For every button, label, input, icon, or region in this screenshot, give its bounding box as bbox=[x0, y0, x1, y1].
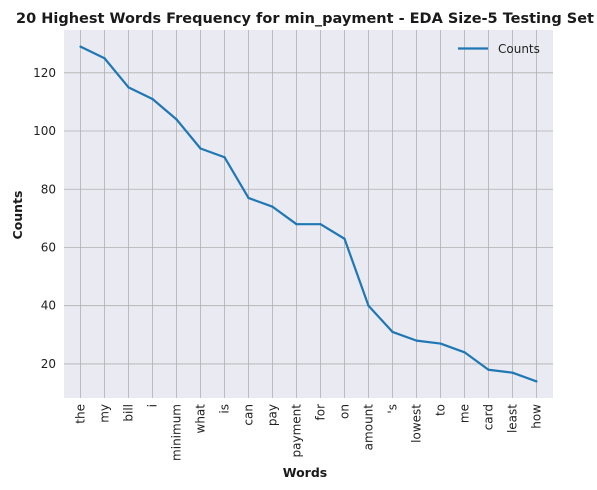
data-point-19 bbox=[535, 380, 538, 383]
x-tick-label: least bbox=[506, 404, 520, 433]
data-point-0 bbox=[79, 45, 82, 48]
y-tick-label: 40 bbox=[41, 299, 56, 313]
y-tick-labels: 20 40 60 80 100 120 bbox=[33, 66, 56, 371]
data-point-9 bbox=[295, 223, 298, 226]
data-point-7 bbox=[247, 196, 250, 200]
data-point-3 bbox=[151, 97, 154, 101]
data-point-8 bbox=[271, 205, 274, 208]
data-point-4 bbox=[175, 118, 178, 121]
data-point-1 bbox=[103, 57, 106, 60]
y-tick-label: 120 bbox=[33, 66, 56, 80]
x-tick-label: pay bbox=[266, 404, 280, 426]
data-point-10 bbox=[319, 223, 322, 226]
data-point-17 bbox=[487, 368, 490, 371]
x-tick-label: to bbox=[434, 404, 448, 416]
x-tick-label: amount bbox=[362, 404, 376, 451]
x-tick-label: minimum bbox=[170, 404, 184, 461]
series-line-counts bbox=[80, 45, 537, 383]
data-point-2 bbox=[127, 86, 130, 89]
y-tick-label: 80 bbox=[41, 182, 56, 196]
x-tick-label: for bbox=[314, 404, 328, 421]
x-tick-label: bill bbox=[122, 404, 136, 422]
x-tick-labels: the my bill i minimum what is can pay payment for o… bbox=[74, 404, 544, 461]
x-tick-label: payment bbox=[290, 404, 304, 458]
x-tick-label: is bbox=[218, 404, 232, 414]
x-tick-label: me bbox=[458, 404, 472, 423]
x-tick-label: on bbox=[338, 404, 352, 419]
x-tick-label: 's bbox=[386, 404, 400, 414]
legend: Counts bbox=[458, 42, 540, 56]
data-point-14 bbox=[415, 339, 418, 342]
x-axis-label: Words bbox=[283, 465, 327, 480]
y-tick-label: 60 bbox=[41, 240, 56, 254]
x-tick-label: can bbox=[242, 404, 256, 426]
data-points bbox=[79, 45, 538, 383]
x-tick-label: card bbox=[482, 404, 496, 430]
data-point-16 bbox=[463, 351, 466, 354]
plot-area bbox=[64, 30, 553, 398]
data-point-13 bbox=[391, 330, 394, 334]
legend-label: Counts bbox=[498, 42, 540, 56]
chart-title: 20 Highest Words Frequency for min_payme… bbox=[16, 11, 594, 27]
grid-lines bbox=[64, 30, 553, 398]
data-point-18 bbox=[511, 371, 514, 374]
data-point-15 bbox=[439, 342, 442, 345]
data-point-11 bbox=[343, 237, 346, 240]
y-axis-label: Counts bbox=[10, 191, 25, 240]
x-tick-label: the bbox=[74, 404, 88, 424]
data-point-6 bbox=[223, 156, 226, 159]
x-tick-label: lowest bbox=[410, 404, 424, 443]
data-point-5 bbox=[199, 147, 202, 150]
x-tick-label: my bbox=[98, 404, 112, 423]
x-tick-label: i bbox=[146, 404, 160, 407]
y-tick-label: 100 bbox=[33, 124, 56, 138]
x-tick-label: what bbox=[194, 404, 208, 434]
x-tick-label: how bbox=[530, 404, 544, 429]
data-point-12 bbox=[367, 304, 370, 307]
y-tick-label: 20 bbox=[41, 357, 56, 371]
